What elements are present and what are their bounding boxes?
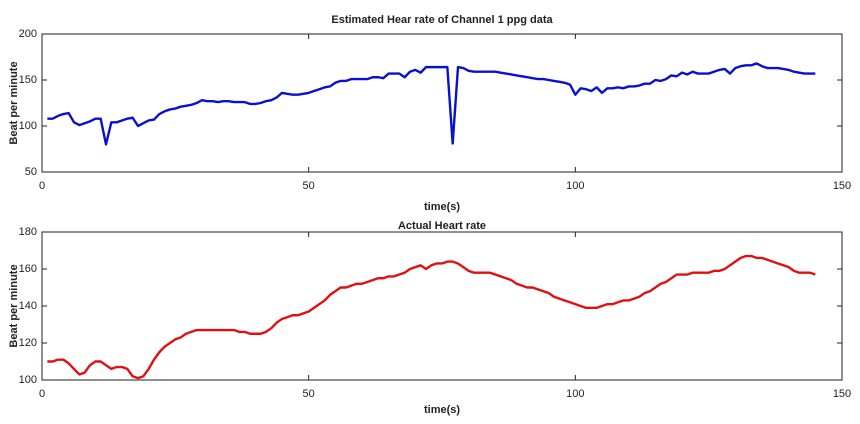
y-tick-label: 180 <box>19 226 37 238</box>
line-series <box>47 62 816 146</box>
y-tick-label: 100 <box>19 120 37 132</box>
x-axis-label: time(s) <box>424 201 460 213</box>
y-tick-label: 100 <box>19 374 37 386</box>
chart-title: Estimated Hear rate of Channel 1 ppg dat… <box>331 14 553 26</box>
x-tick-label: 150 <box>833 180 851 192</box>
y-axis-label: Beat per minute <box>8 61 20 144</box>
line-series <box>47 254 816 380</box>
y-tick-label: 140 <box>19 300 37 312</box>
plot-area <box>41 33 843 173</box>
x-tick-label: 100 <box>566 180 584 192</box>
y-tick-label: 160 <box>19 263 37 275</box>
x-tick-label: 0 <box>39 388 45 400</box>
x-tick-label: 150 <box>833 388 851 400</box>
x-tick-label: 50 <box>303 180 315 192</box>
chart-title: Actual Heart rate <box>398 220 486 232</box>
y-axis-label: Beat per minute <box>8 264 20 347</box>
x-tick-label: 100 <box>566 388 584 400</box>
y-tick-label: 120 <box>19 337 37 349</box>
y-tick-label: 200 <box>19 28 37 40</box>
plot-area <box>41 231 843 381</box>
y-tick-label: 150 <box>19 74 37 86</box>
x-axis-label: time(s) <box>424 404 460 416</box>
y-tick-label: 50 <box>25 166 37 178</box>
x-tick-label: 50 <box>303 388 315 400</box>
x-tick-label: 0 <box>39 180 45 192</box>
